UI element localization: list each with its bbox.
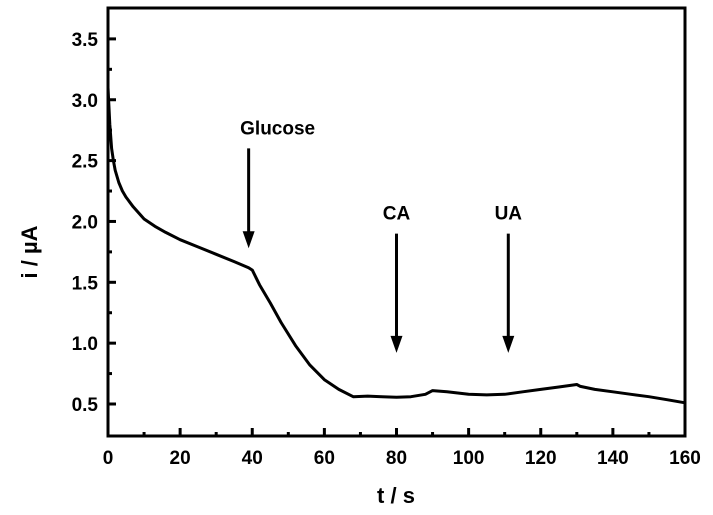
x-tick-label: 160 (669, 448, 701, 469)
y-tick-label: 2.5 (72, 152, 99, 173)
annotation-label: Glucose (240, 118, 315, 139)
y-tick-label: 2.0 (72, 212, 98, 233)
current-curve (106, 87, 686, 405)
arrowhead-icon (390, 335, 403, 353)
x-tick-label: 120 (525, 448, 557, 469)
x-tick-label: 140 (597, 448, 629, 469)
arrowhead-icon (242, 231, 255, 249)
x-axis-ticks: 0 20 40 60 80 100 120 140 160 (103, 428, 701, 469)
arrowhead-icon (502, 335, 515, 353)
annotation-label: CA (383, 204, 411, 225)
x-axis-title: t / s (377, 483, 415, 508)
y-tick-label: 3.0 (72, 91, 98, 112)
y-axis-ticks: 0.5 1.0 1.5 2.0 2.5 3.0 3.5 (72, 30, 116, 416)
y-tick-label: 1.0 (72, 334, 98, 355)
x-tick-label: 80 (386, 448, 407, 469)
annotation-label: UA (495, 204, 523, 225)
annotation-ua: UA (495, 204, 523, 353)
x-tick-label: 100 (453, 448, 485, 469)
y-tick-label: 0.5 (72, 395, 99, 416)
y-tick-label: 3.5 (72, 30, 99, 51)
x-tick-label: 40 (242, 448, 263, 469)
x-tick-label: 0 (103, 448, 114, 469)
x-tick-label: 20 (170, 448, 191, 469)
x-tick-label: 60 (314, 448, 335, 469)
y-tick-label: 1.5 (72, 273, 99, 294)
annotation-ca: CA (383, 204, 411, 353)
annotation-glucose: Glucose (240, 118, 315, 249)
y-axis-title: i / µA (17, 225, 42, 278)
annotations: Glucose CA UA (240, 118, 523, 353)
